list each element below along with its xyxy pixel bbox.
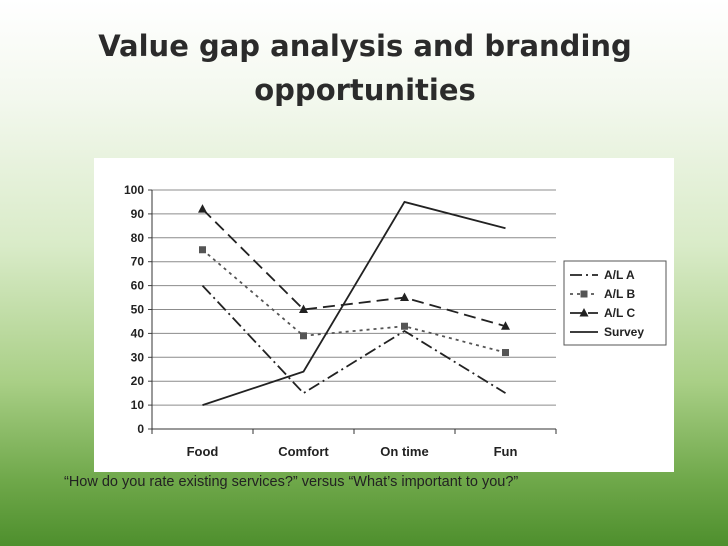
y-tick-label: 30 xyxy=(131,350,145,364)
legend-label: A/L C xyxy=(604,306,635,320)
y-tick-label: 100 xyxy=(124,183,144,197)
y-tick-label: 20 xyxy=(131,374,145,388)
series-line xyxy=(201,208,506,328)
axes: 0 10 20 30 40 50 60 70 80 90 100 Food Comfort On time… xyxy=(124,183,557,459)
triangle-marker xyxy=(400,292,409,302)
series-a-l-a xyxy=(201,284,506,395)
triangle-marker xyxy=(299,304,308,313)
series-survey xyxy=(202,200,506,406)
y-tick-label: 40 xyxy=(131,326,145,340)
x-category-label: Fun xyxy=(494,444,518,459)
triangle-marker xyxy=(579,308,589,317)
y-tick-label: 10 xyxy=(131,398,145,412)
y-tick-label: 50 xyxy=(131,303,145,317)
slide-title: Value gap analysis and branding opportun… xyxy=(60,24,670,112)
square-marker xyxy=(502,349,509,357)
triangle-marker xyxy=(198,204,207,213)
square-marker xyxy=(199,246,206,254)
gridlines xyxy=(152,189,556,406)
series-lines xyxy=(198,200,510,406)
y-tick-label: 60 xyxy=(131,279,145,293)
series-line xyxy=(201,249,506,354)
y-tick-label: 80 xyxy=(131,231,145,245)
square-marker xyxy=(300,332,307,340)
chart-caption: “How do you rate existing services?” ver… xyxy=(64,474,519,490)
chart-svg: 0 10 20 30 40 50 60 70 80 90 100 Food Comfort On time… xyxy=(124,183,667,459)
title-line-1: Value gap analysis and branding xyxy=(98,29,632,63)
legend-label: A/L A xyxy=(604,268,635,282)
series-line xyxy=(201,284,506,395)
x-category-label: On time xyxy=(380,444,428,459)
legend-label: Survey xyxy=(604,325,644,339)
x-category-label: Comfort xyxy=(278,444,329,459)
legend-label: A/L B xyxy=(604,287,635,301)
triangle-marker xyxy=(501,321,510,330)
title-line-2: opportunities xyxy=(254,73,476,107)
line-chart: 0 10 20 30 40 50 60 70 80 90 100 Food Comfort On time… xyxy=(94,158,674,472)
series-a-l-c xyxy=(198,204,510,330)
square-marker xyxy=(401,322,408,330)
x-category-label: Food xyxy=(187,444,219,459)
series-line xyxy=(202,200,506,406)
series-a-l-b xyxy=(199,246,509,357)
legend: A/L A A/L B A/L C Survey xyxy=(563,260,667,346)
y-tick-label: 90 xyxy=(131,207,145,221)
y-tick-label: 70 xyxy=(131,255,145,269)
square-marker xyxy=(580,290,588,298)
y-tick-label: 0 xyxy=(137,422,144,436)
